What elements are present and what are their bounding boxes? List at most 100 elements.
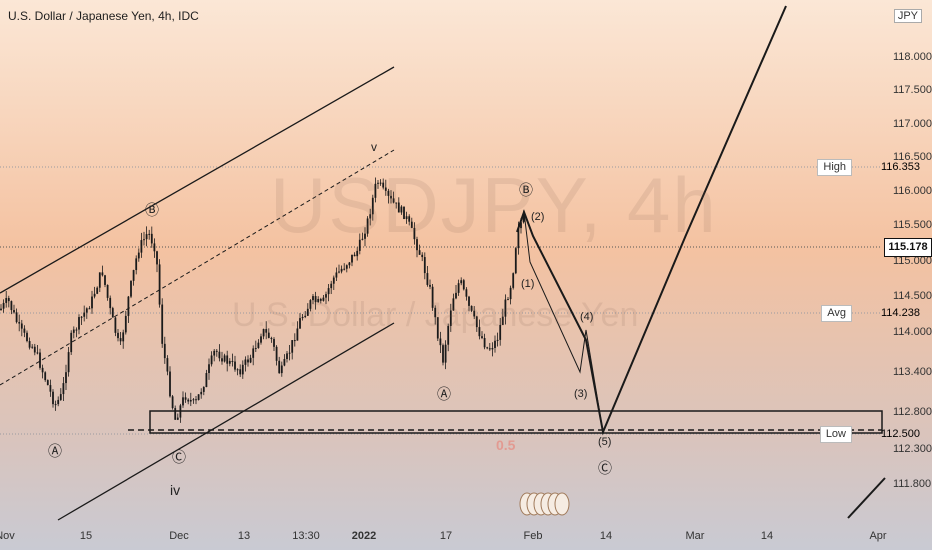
candle-body	[278, 360, 281, 374]
y-tick-label: 115.000	[893, 255, 932, 267]
candle-body	[231, 360, 234, 362]
candle-body	[156, 251, 158, 265]
candle-body	[408, 216, 411, 222]
candle-body	[26, 332, 28, 342]
candle-body	[28, 341, 31, 348]
candle-body	[457, 283, 460, 293]
channel-lower-line	[57, 322, 395, 521]
y-tick-label: 115.500	[893, 219, 932, 231]
candle-body	[236, 369, 239, 371]
candle-body	[111, 308, 114, 318]
candle-body	[202, 387, 205, 392]
candle-body	[83, 312, 86, 317]
candle-body	[460, 280, 463, 284]
candle-body	[392, 198, 395, 203]
candle-body	[439, 338, 442, 346]
candle-body	[101, 272, 104, 276]
candle-body	[234, 361, 236, 370]
candle-body	[496, 339, 499, 341]
candle-body	[353, 254, 356, 257]
candle-body	[405, 216, 408, 219]
candle-body	[176, 417, 179, 420]
candle-body	[205, 373, 208, 388]
candle-body	[504, 299, 507, 317]
candle-body	[434, 307, 437, 318]
candle-body	[319, 298, 322, 301]
candle-body	[348, 262, 351, 266]
candle-body	[371, 197, 374, 215]
wave-label: Ⓑ	[519, 182, 533, 198]
currency-label[interactable]: JPY	[893, 9, 922, 23]
candle-body	[223, 355, 226, 362]
candle-body	[137, 252, 140, 259]
x-tick-label: Nov	[0, 530, 15, 542]
candle-body	[20, 323, 23, 329]
chart-drawings	[0, 5, 886, 521]
candle-body	[296, 328, 299, 341]
candle-body	[452, 298, 455, 311]
candle-body	[449, 310, 452, 326]
candle-body	[306, 308, 309, 316]
candle-body	[395, 202, 398, 204]
candle-body	[317, 298, 320, 303]
candle-body	[33, 346, 36, 353]
candle-body	[364, 233, 366, 239]
candle-body	[483, 338, 486, 348]
candle-body	[514, 248, 517, 274]
y-tick-label: 114.500	[893, 290, 932, 302]
candle-body	[351, 254, 353, 263]
candle-body	[512, 273, 515, 288]
candle-body	[312, 296, 314, 301]
candle-body	[413, 227, 416, 240]
candle-body	[494, 340, 496, 348]
candle-body	[507, 299, 509, 301]
candle-body	[416, 239, 418, 251]
wave-label: (2)	[531, 211, 545, 223]
candle-body	[70, 332, 73, 353]
x-tick-label: 2022	[352, 530, 376, 542]
y-tick-label: 116.500	[893, 151, 932, 163]
candle-body	[109, 297, 112, 309]
candle-body	[59, 394, 62, 400]
avg-marker-label: Avg	[821, 305, 852, 322]
candle-body	[299, 318, 301, 329]
candle-body	[340, 268, 343, 272]
y-tick-label: 117.500	[893, 84, 932, 96]
candle-body	[265, 329, 268, 333]
candle-body	[444, 344, 447, 363]
candle-body	[447, 325, 450, 345]
candle-body	[122, 332, 125, 342]
candle-body	[62, 383, 65, 395]
x-tick-label: 13	[238, 530, 250, 542]
candle-body	[241, 364, 244, 375]
support-zone-box[interactable]	[149, 410, 883, 434]
candle-body	[270, 337, 273, 340]
candle-body	[400, 206, 403, 213]
candle-body	[377, 182, 379, 184]
high-marker: High 116.353	[817, 159, 932, 176]
candle-body	[345, 265, 348, 269]
high-marker-value: 116.353	[881, 161, 920, 173]
candle-body	[78, 317, 80, 330]
candle-body	[379, 182, 382, 184]
candle-body	[423, 257, 426, 274]
candle-body	[10, 301, 13, 311]
candle-body	[135, 258, 138, 271]
candle-body	[218, 351, 221, 359]
candle-body	[132, 270, 135, 281]
x-tick-label: 14	[600, 530, 612, 542]
y-tick-label: 116.000	[893, 185, 932, 197]
candlestick-series	[0, 177, 525, 423]
candle-body	[366, 218, 369, 234]
candle-body	[221, 358, 223, 362]
coin-stack-icon	[519, 492, 570, 516]
wave-label: (4)	[580, 311, 594, 323]
candle-body	[52, 391, 54, 405]
low-marker-label: Low	[819, 426, 852, 443]
candle-body	[93, 293, 96, 297]
candle-body	[153, 243, 156, 252]
candle-body	[171, 396, 174, 409]
candle-body	[301, 316, 304, 319]
candle-body	[163, 343, 166, 359]
